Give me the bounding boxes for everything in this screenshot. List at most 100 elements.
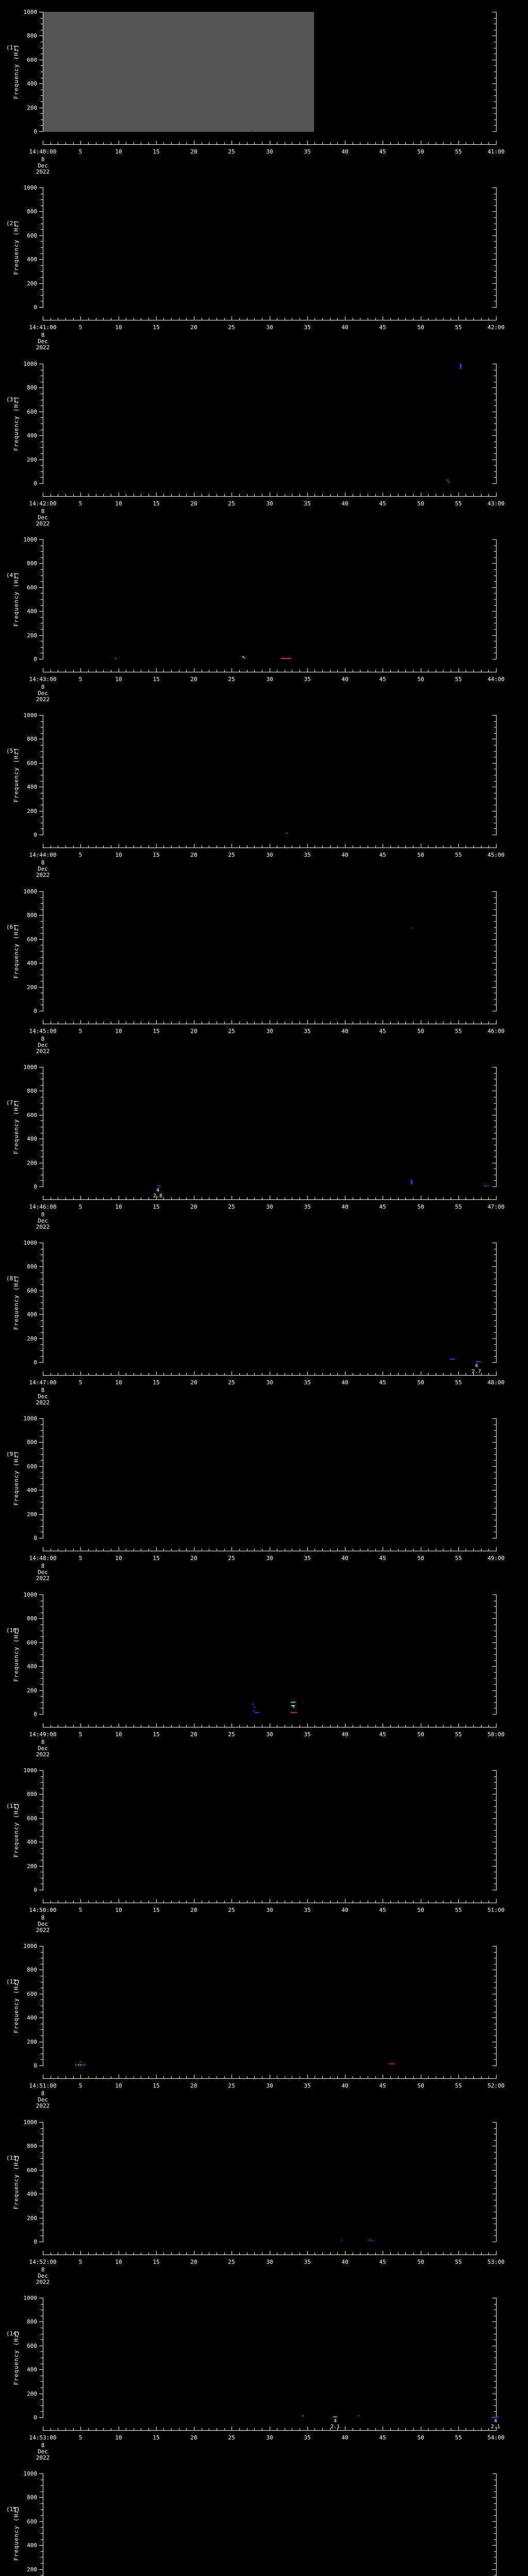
x-tick	[322, 2428, 323, 2430]
x-tick	[390, 494, 391, 496]
y-tick-label: 0	[34, 480, 37, 487]
x-tick	[398, 142, 399, 144]
x-start-time-label: 14:48:00	[29, 1555, 57, 1562]
spectrogram-panel: (13) Frequency (Hz) 0 200 400 600 800 1000 14:52…	[0, 2110, 528, 2286]
x-tick-label: 25	[228, 1555, 235, 1562]
y-tick	[41, 1496, 43, 1497]
y-tick	[494, 1350, 496, 1351]
y-tick	[494, 2539, 496, 2540]
x-tick	[488, 1373, 489, 1375]
x-tick-label: 15	[153, 1555, 160, 1562]
x-tick	[171, 142, 172, 144]
x-tick	[330, 142, 331, 144]
y-tick	[494, 1448, 496, 1449]
x-tick	[73, 670, 74, 672]
y-tick-label: 800	[27, 208, 37, 215]
x-tick	[375, 494, 376, 496]
x-tick	[254, 845, 255, 848]
x-tick	[481, 670, 482, 672]
x-tick	[186, 2252, 187, 2255]
x-tick	[488, 1549, 489, 1551]
y-tick-label: 400	[27, 1311, 37, 1318]
x-tick-label: 55	[455, 852, 462, 858]
y-tick	[494, 903, 496, 904]
x-tick	[239, 670, 240, 672]
x-tick	[103, 1373, 104, 1375]
detection-mark	[291, 1712, 297, 1713]
y-tick	[41, 95, 43, 96]
x-tick	[390, 845, 391, 848]
x-tick	[458, 1723, 459, 1727]
spectrogram-panel: (2) Frequency (Hz) 0 200 400 600 800 1000 14:41:…	[0, 176, 528, 351]
x-tick	[156, 668, 157, 672]
x-tick	[405, 318, 406, 320]
date-label: 2022	[36, 344, 50, 351]
y-tick	[39, 283, 43, 284]
x-tick	[488, 670, 489, 672]
x-tick	[390, 2076, 391, 2078]
y-tick	[41, 903, 43, 904]
x-tick	[398, 1725, 399, 1727]
x-tick	[73, 2428, 74, 2430]
y-tick	[41, 2563, 43, 2564]
y-tick	[494, 1654, 496, 1655]
y-tick	[41, 1356, 43, 1357]
y-tick	[39, 1642, 43, 1643]
y-tick	[494, 1660, 496, 1661]
x-tick-label: 5	[78, 2082, 82, 2089]
y-tick	[39, 2170, 43, 2171]
y-tick	[492, 2122, 496, 2123]
x-tick	[375, 318, 376, 320]
x-tick	[224, 494, 225, 496]
spectrogram-panel: (11) Frequency (Hz) 0 200 400 600 800 1000 14:50…	[0, 1758, 528, 1934]
x-tick-label: 55	[455, 1028, 462, 1035]
x-tick	[481, 2428, 482, 2430]
x-tick-label: 25	[228, 1379, 235, 1386]
y-tick	[39, 891, 43, 892]
x-tick	[458, 1899, 459, 1903]
y-axis-right	[496, 891, 497, 1011]
x-tick	[148, 2076, 149, 2078]
x-start-time-label: 14:43:00	[29, 676, 57, 683]
x-tick-label: 25	[228, 324, 235, 331]
x-start-time-label: 14:53:00	[29, 2434, 57, 2441]
y-tick	[39, 1338, 43, 1339]
y-tick-label: 600	[27, 760, 37, 767]
date-label: Dec	[38, 2448, 48, 2455]
x-tick	[88, 2252, 89, 2255]
x-tick	[413, 1197, 414, 1199]
x-tick-label: 50	[417, 1907, 424, 1913]
x-tick	[398, 2076, 399, 2078]
x-tick-label: 25	[228, 500, 235, 507]
detection-mark	[82, 2064, 84, 2065]
x-tick	[458, 316, 459, 320]
x-tick	[330, 1373, 331, 1375]
x-tick	[254, 494, 255, 496]
x-tick	[73, 1373, 74, 1375]
x-tick	[330, 845, 331, 848]
y-tick	[494, 969, 496, 970]
x-tick	[322, 2076, 323, 2078]
y-tick	[494, 453, 496, 454]
x-tick	[247, 1197, 248, 1199]
y-tick	[494, 1180, 496, 1181]
x-tick	[88, 2428, 89, 2430]
x-tick	[405, 1373, 406, 1375]
x-tick-label: 50	[417, 324, 424, 331]
y-tick-label: 1000	[23, 1415, 38, 1422]
panel-index-label: (3)	[6, 396, 16, 403]
y-tick-label: 200	[27, 2566, 37, 2573]
x-tick	[171, 670, 172, 672]
x-tick	[413, 670, 414, 672]
y-tick-label: 200	[27, 280, 37, 287]
x-tick	[337, 1725, 338, 1727]
y-tick	[494, 1454, 496, 1455]
x-tick	[398, 2252, 399, 2255]
x-tick	[163, 2252, 164, 2255]
event-magnitude-label: 2.7	[471, 1369, 482, 1375]
y-tick-label: 600	[27, 2167, 37, 2174]
y-tick	[39, 1770, 43, 1771]
y-tick-label: 800	[27, 1088, 37, 1094]
y-tick	[39, 1666, 43, 1667]
